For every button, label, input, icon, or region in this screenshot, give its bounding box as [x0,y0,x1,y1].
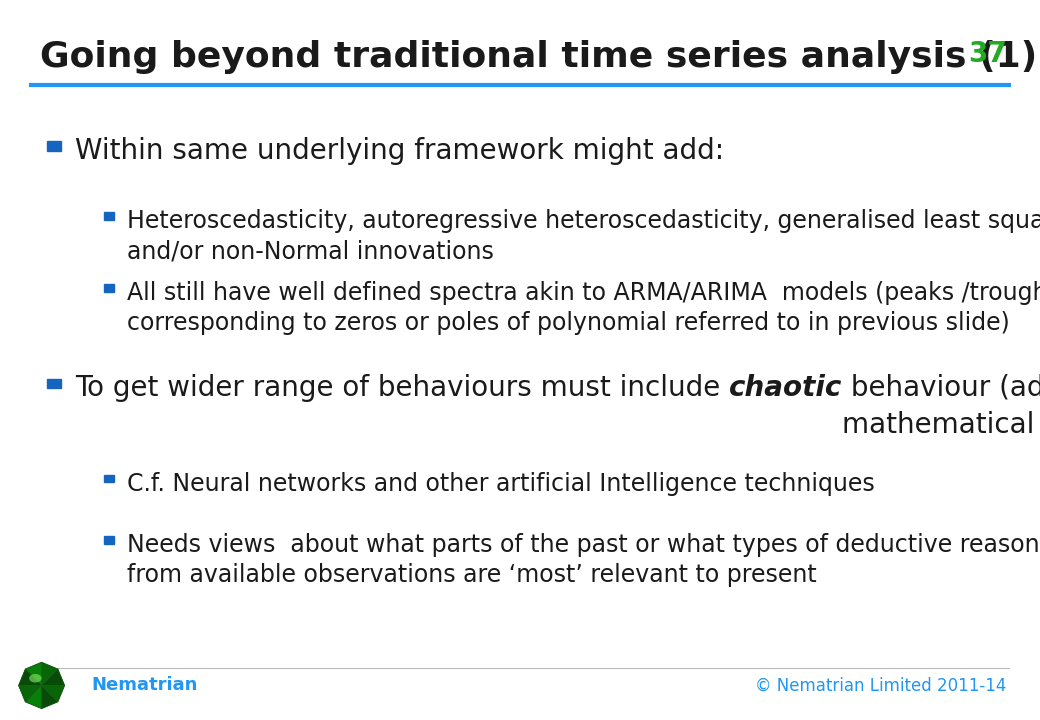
FancyBboxPatch shape [104,475,114,482]
Text: 37: 37 [968,40,1007,68]
Polygon shape [25,685,42,708]
Polygon shape [19,662,64,708]
Text: All still have well defined spectra akin to ARMA/ARIMA  models (peaks /troughs
c: All still have well defined spectra akin… [127,281,1040,336]
Text: Needs views  about what parts of the past or what types of deductive reasoning
f: Needs views about what parts of the past… [127,533,1040,588]
Text: Nematrian: Nematrian [92,677,198,694]
Text: To get wider range of behaviours must include: To get wider range of behaviours must in… [75,374,729,402]
Polygon shape [42,669,64,685]
Text: Heteroscedasticity, autoregressive heteroscedasticity, generalised least squares: Heteroscedasticity, autoregressive heter… [127,209,1040,264]
Polygon shape [42,685,64,702]
Ellipse shape [29,674,42,683]
Text: Going beyond traditional time series analysis (1): Going beyond traditional time series ana… [40,40,1037,73]
Text: behaviour (adopting
mathematical definition of chaos): behaviour (adopting mathematical definit… [842,374,1040,438]
FancyBboxPatch shape [48,141,60,150]
Polygon shape [19,685,42,702]
FancyBboxPatch shape [104,284,114,292]
Text: C.f. Neural networks and other artificial Intelligence techniques: C.f. Neural networks and other artificia… [127,472,875,495]
FancyBboxPatch shape [104,536,114,544]
Polygon shape [42,685,58,708]
Text: Within same underlying framework might add:: Within same underlying framework might a… [75,137,724,165]
FancyBboxPatch shape [48,379,60,389]
Text: chaotic: chaotic [729,374,842,402]
Text: © Nematrian Limited 2011-14: © Nematrian Limited 2011-14 [755,677,1007,694]
Polygon shape [42,662,58,685]
Polygon shape [25,662,42,685]
FancyBboxPatch shape [104,212,114,220]
Polygon shape [19,669,42,685]
